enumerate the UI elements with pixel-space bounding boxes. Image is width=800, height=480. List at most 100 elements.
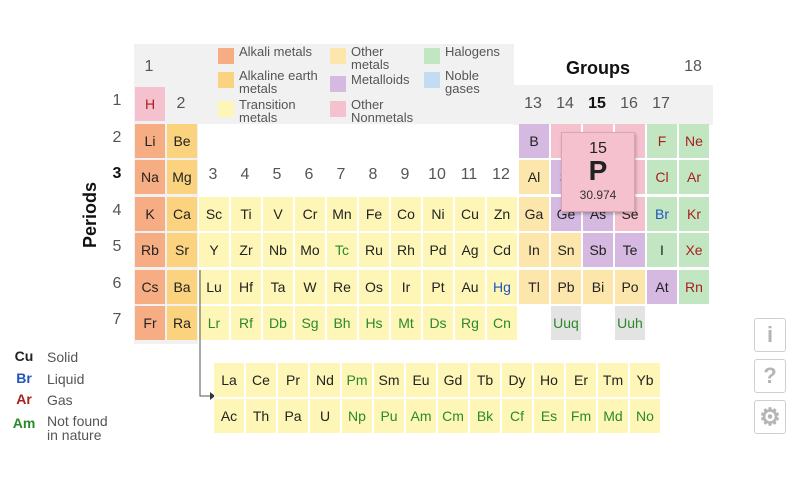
element-sb[interactable]: Sb (583, 233, 613, 267)
element-mg[interactable]: Mg (167, 160, 197, 194)
element-fe[interactable]: Fe (359, 196, 389, 231)
settings-button[interactable]: ⚙ (754, 400, 786, 434)
element-ag[interactable]: Ag (455, 233, 485, 267)
element-ds[interactable]: Ds (423, 306, 453, 340)
element-tc[interactable]: Tc (327, 233, 357, 267)
element-in[interactable]: In (519, 233, 549, 267)
element-nd[interactable]: Nd (310, 363, 340, 397)
element-gd[interactable]: Gd (438, 363, 468, 397)
element-xe[interactable]: Xe (679, 233, 709, 267)
element-uuq[interactable]: Uuq (551, 306, 581, 340)
element-yb[interactable]: Yb (630, 363, 660, 397)
element-hf[interactable]: Hf (231, 269, 261, 304)
element-te[interactable]: Te (615, 233, 645, 267)
element-sg[interactable]: Sg (295, 306, 325, 340)
element-ir[interactable]: Ir (391, 269, 421, 304)
element-ar[interactable]: Ar (679, 160, 709, 194)
element-mn[interactable]: Mn (327, 196, 357, 231)
element-th[interactable]: Th (246, 399, 276, 433)
element-os[interactable]: Os (359, 269, 389, 304)
element-cr[interactable]: Cr (295, 196, 325, 231)
element-br[interactable]: Br (647, 196, 677, 231)
element-zr[interactable]: Zr (231, 233, 261, 267)
element-dy[interactable]: Dy (502, 363, 532, 397)
element-es[interactable]: Es (534, 399, 564, 433)
element-md[interactable]: Md (598, 399, 628, 433)
element-tl[interactable]: Tl (519, 269, 549, 304)
element-am[interactable]: Am (406, 399, 436, 433)
element-bi[interactable]: Bi (583, 269, 613, 304)
element-ne[interactable]: Ne (679, 123, 709, 158)
element-po[interactable]: Po (615, 269, 645, 304)
element-pt[interactable]: Pt (423, 269, 453, 304)
element-kr[interactable]: Kr (679, 196, 709, 231)
element-na[interactable]: Na (135, 160, 165, 194)
element-cm[interactable]: Cm (438, 399, 468, 433)
element-sc[interactable]: Sc (199, 196, 229, 231)
element-pd[interactable]: Pd (423, 233, 453, 267)
element-np[interactable]: Np (342, 399, 372, 433)
element-cf[interactable]: Cf (502, 399, 532, 433)
element-tm[interactable]: Tm (598, 363, 628, 397)
element-al[interactable]: Al (519, 160, 549, 194)
element-db[interactable]: Db (263, 306, 293, 340)
element-au[interactable]: Au (455, 269, 485, 304)
element-lu[interactable]: Lu (199, 269, 229, 304)
element-mt[interactable]: Mt (391, 306, 421, 340)
element-eu[interactable]: Eu (406, 363, 436, 397)
element-v[interactable]: V (263, 196, 293, 231)
element-nb[interactable]: Nb (263, 233, 293, 267)
element-uuh[interactable]: Uuh (615, 306, 645, 340)
element-ti[interactable]: Ti (231, 196, 261, 231)
element-la[interactable]: La (214, 363, 244, 397)
element-rh[interactable]: Rh (391, 233, 421, 267)
element-pb[interactable]: Pb (551, 269, 581, 304)
element-rg[interactable]: Rg (455, 306, 485, 340)
element-zn[interactable]: Zn (487, 196, 517, 231)
element-hs[interactable]: Hs (359, 306, 389, 340)
element-pu[interactable]: Pu (374, 399, 404, 433)
element-cn[interactable]: Cn (487, 306, 517, 340)
element-pa[interactable]: Pa (278, 399, 308, 433)
element-mo[interactable]: Mo (295, 233, 325, 267)
element-rn[interactable]: Rn (679, 269, 709, 304)
element-bk[interactable]: Bk (470, 399, 500, 433)
element-ni[interactable]: Ni (423, 196, 453, 231)
element-cl[interactable]: Cl (647, 160, 677, 194)
element-ce[interactable]: Ce (246, 363, 276, 397)
element-f[interactable]: F (647, 123, 677, 158)
element-fm[interactable]: Fm (566, 399, 596, 433)
element-ho[interactable]: Ho (534, 363, 564, 397)
element-tb[interactable]: Tb (470, 363, 500, 397)
element-no[interactable]: No (630, 399, 660, 433)
element-hg[interactable]: Hg (487, 269, 517, 304)
element-cu[interactable]: Cu (455, 196, 485, 231)
element-be[interactable]: Be (167, 123, 197, 158)
element-h[interactable]: H (135, 87, 165, 121)
element-at[interactable]: At (647, 269, 677, 304)
element-lr[interactable]: Lr (199, 306, 229, 340)
element-pr[interactable]: Pr (278, 363, 308, 397)
element-ba[interactable]: Ba (167, 269, 197, 304)
element-cs[interactable]: Cs (135, 269, 165, 304)
element-u[interactable]: U (310, 399, 340, 433)
info-button[interactable]: i (754, 318, 786, 352)
element-ra[interactable]: Ra (167, 306, 197, 340)
element-ga[interactable]: Ga (519, 196, 549, 231)
element-ru[interactable]: Ru (359, 233, 389, 267)
element-pm[interactable]: Pm (342, 363, 372, 397)
element-ac[interactable]: Ac (214, 399, 244, 433)
element-rb[interactable]: Rb (135, 233, 165, 267)
element-re[interactable]: Re (327, 269, 357, 304)
element-cd[interactable]: Cd (487, 233, 517, 267)
element-ta[interactable]: Ta (263, 269, 293, 304)
element-sm[interactable]: Sm (374, 363, 404, 397)
element-er[interactable]: Er (566, 363, 596, 397)
element-y[interactable]: Y (199, 233, 229, 267)
element-sr[interactable]: Sr (167, 233, 197, 267)
element-sn[interactable]: Sn (551, 233, 581, 267)
element-rf[interactable]: Rf (231, 306, 261, 340)
selected-element-card[interactable]: 15 P 30.974 (561, 132, 635, 212)
element-k[interactable]: K (135, 196, 165, 231)
element-fr[interactable]: Fr (135, 306, 165, 340)
